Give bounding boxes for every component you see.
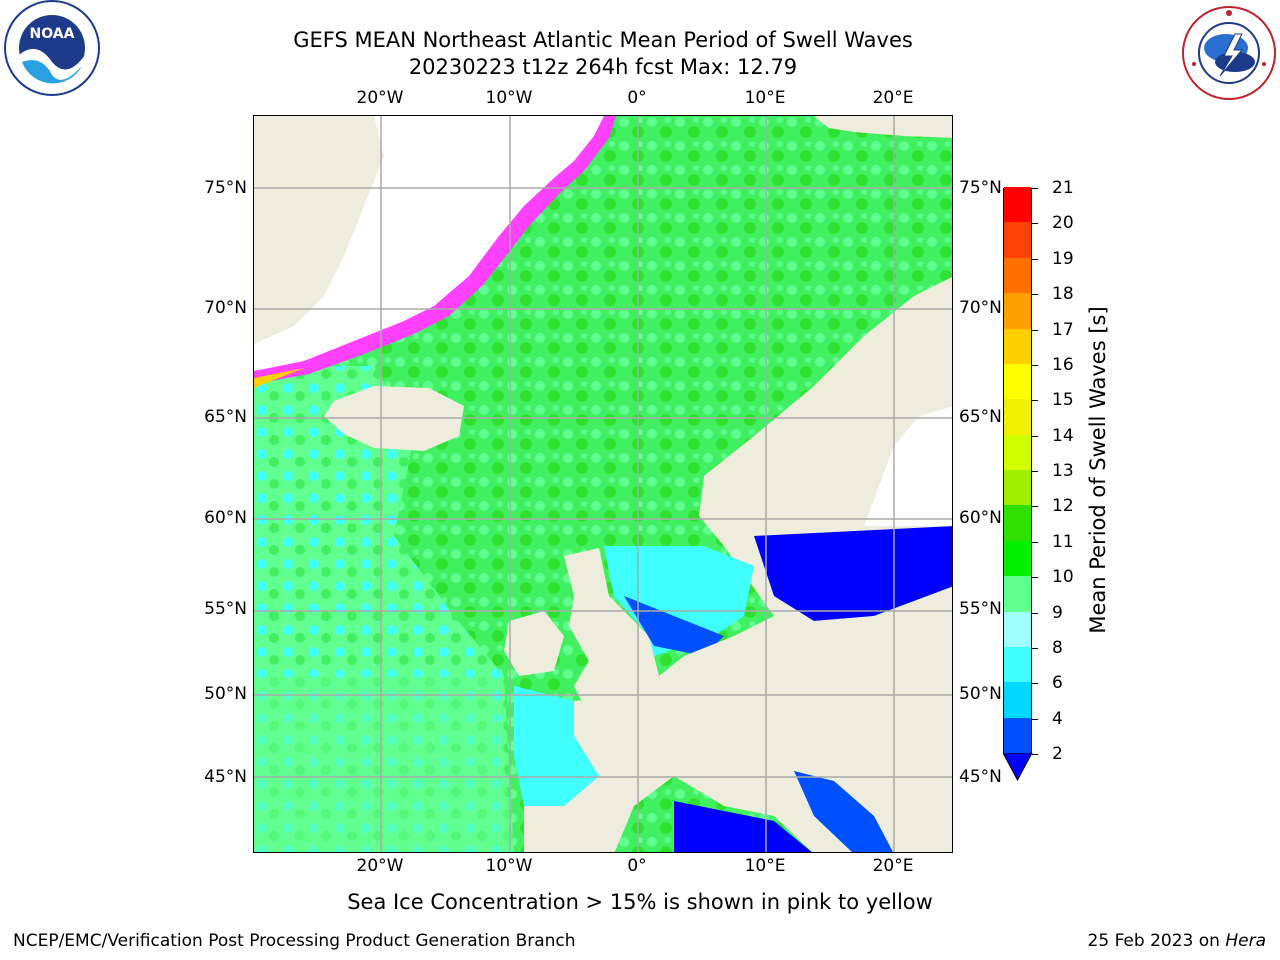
colorbar-tick — [1032, 329, 1038, 331]
sea-ice-caption: Sea Ice Concentration > 15% is shown in … — [347, 890, 933, 914]
colorbar-segment — [1004, 575, 1031, 612]
chart-subtitle: 20230223 t12z 264h fcst Max: 12.79 — [408, 55, 798, 79]
lat-label-right-70n: 70°N — [959, 298, 1002, 318]
lat-label-left-45n: 45°N — [204, 767, 247, 787]
chart-title: GEFS MEAN Northeast Atlantic Mean Period… — [293, 28, 913, 52]
colorbar-tick-label: 12 — [1052, 496, 1074, 517]
colorbar-tick — [1032, 400, 1038, 402]
colorbar-segment — [1004, 504, 1031, 541]
producer-credit: NCEP/EMC/Verification Post Processing Pr… — [13, 931, 576, 951]
colorbar-tick-label: 9 — [1052, 602, 1063, 623]
colorbar-tick-label: 13 — [1052, 461, 1074, 481]
lat-label-left-50n: 50°N — [204, 684, 247, 704]
colorbar-segment — [1004, 469, 1031, 506]
colorbar-tick-label: 19 — [1052, 248, 1074, 269]
colorbar-segment — [1004, 186, 1031, 223]
lat-label-right-75n: 75°N — [959, 178, 1002, 198]
lon-label-top-10e: 10°E — [744, 88, 786, 108]
colorbar-tick-label: 10 — [1052, 567, 1074, 588]
colorbar-segment — [1004, 717, 1031, 753]
lon-label-bottom-0: 0° — [627, 856, 647, 876]
lon-label-top-20e: 20°E — [872, 88, 914, 108]
colorbar-segment — [1004, 363, 1031, 400]
colorbar-extend-arrow — [1003, 753, 1033, 781]
lat-label-left-65n: 65°N — [204, 407, 247, 427]
lon-label-top-10w: 10°W — [485, 88, 533, 108]
colorbar-segment — [1004, 398, 1031, 435]
lon-label-top-20w: 20°W — [356, 88, 404, 108]
colorbar-tick — [1032, 577, 1038, 579]
host-name: Hera — [1225, 931, 1266, 951]
colorbar-tick — [1032, 612, 1038, 614]
lat-label-right-65n: 65°N — [959, 407, 1002, 427]
colorbar-tick-label: 15 — [1052, 390, 1074, 411]
colorbar-tick-label: 2 — [1052, 744, 1063, 764]
colorbar-tick-label: 20 — [1052, 213, 1074, 234]
generation-date: 25 Feb 2023 on Hera — [1088, 931, 1266, 951]
colorbar-tick-label: 16 — [1052, 354, 1074, 375]
colorbar-tick-label: 21 — [1052, 178, 1074, 198]
colorbar-tick — [1032, 683, 1038, 685]
colorbar-tick — [1032, 188, 1038, 189]
lon-label-bottom-20w: 20°W — [356, 856, 404, 876]
nws-logo — [1180, 4, 1278, 102]
colorbar-tick-label: 8 — [1052, 637, 1063, 658]
colorbar-segment — [1004, 221, 1031, 258]
lat-label-right-60n: 60°N — [959, 508, 1002, 528]
svg-text:NOAA: NOAA — [30, 26, 75, 42]
colorbar-segment — [1004, 611, 1031, 647]
colorbar-tick — [1032, 541, 1038, 543]
graticule — [254, 116, 952, 852]
swell-period-map — [253, 115, 953, 853]
lon-label-bottom-10e: 10°E — [744, 856, 786, 876]
lat-label-right-50n: 50°N — [959, 684, 1002, 704]
lat-label-left-75n: 75°N — [204, 178, 247, 198]
colorbar-tick — [1032, 294, 1038, 296]
lat-label-right-55n: 55°N — [959, 599, 1002, 619]
colorbar-segment — [1004, 292, 1031, 329]
generation-date-text: 25 Feb 2023 on — [1087, 931, 1226, 951]
colorbar-tick-label: 17 — [1052, 319, 1074, 340]
colorbar-tick — [1032, 647, 1038, 649]
colorbar-segment — [1004, 540, 1031, 577]
colorbar-tick — [1032, 435, 1038, 437]
colorbar-tick-label: 11 — [1052, 531, 1074, 552]
colorbar-tick-label: 4 — [1052, 708, 1063, 729]
map-canvas — [254, 116, 952, 852]
noaa-logo: NOAA — [2, 0, 102, 100]
lat-label-left-60n: 60°N — [204, 508, 247, 528]
colorbar-segment — [1004, 681, 1031, 718]
colorbar-tick — [1032, 223, 1038, 225]
lat-label-right-45n: 45°N — [959, 767, 1002, 787]
colorbar-segment — [1004, 328, 1031, 364]
colorbar-tick-label: 18 — [1052, 284, 1074, 305]
colorbar-segment — [1004, 434, 1031, 470]
lat-label-left-55n: 55°N — [204, 599, 247, 619]
lon-label-bottom-20e: 20°E — [872, 856, 914, 876]
colorbar-tick-label: 14 — [1052, 425, 1074, 446]
lat-label-left-70n: 70°N — [204, 298, 247, 318]
colorbar-tick — [1032, 718, 1038, 720]
colorbar-tick — [1032, 471, 1038, 472]
colorbar-tick — [1032, 506, 1038, 508]
colorbar-segment — [1004, 646, 1031, 683]
colorbar — [1003, 186, 1032, 754]
colorbar-tick-label: 6 — [1052, 673, 1063, 694]
lon-label-bottom-10w: 10°W — [485, 856, 533, 876]
lon-label-top-0: 0° — [627, 88, 647, 108]
colorbar-tick — [1032, 258, 1038, 260]
colorbar-title: Mean Period of Swell Waves [s] — [1086, 306, 1110, 634]
colorbar-tick — [1032, 364, 1038, 366]
colorbar-segment — [1004, 257, 1031, 294]
colorbar-tick — [1032, 754, 1038, 755]
